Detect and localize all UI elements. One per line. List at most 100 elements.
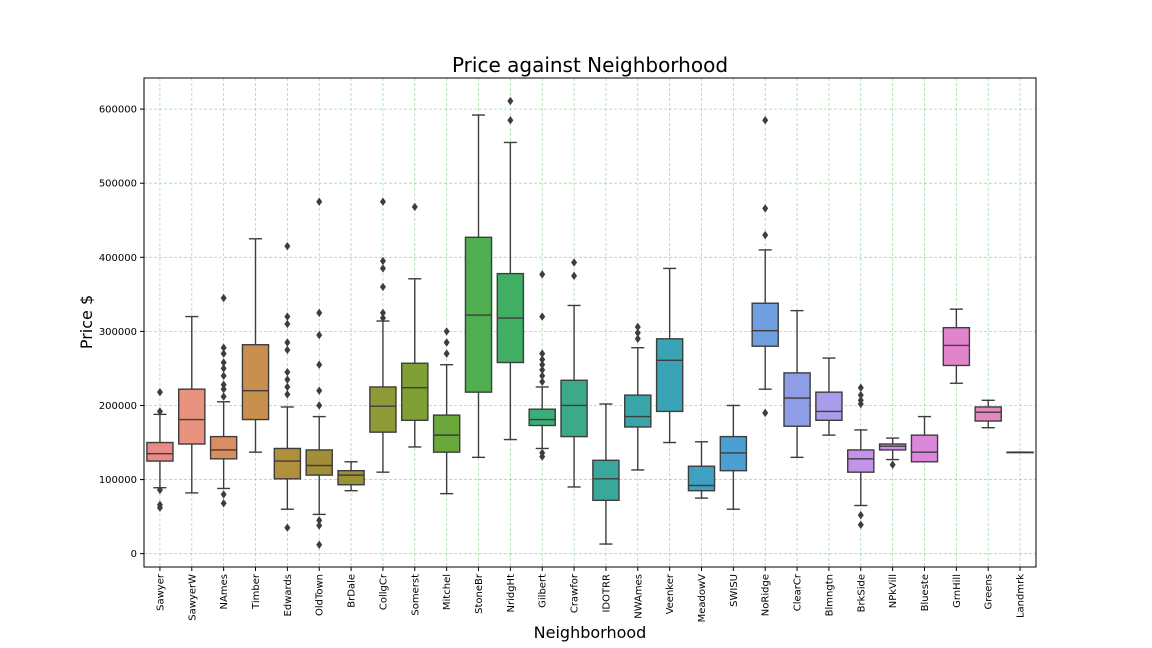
box-Mitchel [432,327,461,495]
x-tick-label: BrDale [347,574,358,608]
y-axis-label: Price $ [77,295,96,349]
outlier-point [539,270,546,279]
outlier-point [379,313,386,323]
boxes-layer [146,96,1034,549]
x-tick-label: SawyerW [187,574,198,621]
outlier-point [857,383,864,392]
y-tick-label: 200000 [99,401,137,412]
outlier-point [539,355,546,364]
box-Timber [241,238,270,453]
box-NWAmes [624,322,652,471]
box-BrDale [337,461,365,492]
x-tick-label: Crawfor [570,573,581,613]
box-iqr [560,379,588,438]
box-iqr [624,394,652,428]
box-iqr [942,326,971,367]
outlier-point [857,520,864,529]
y-tick-label: 300000 [99,327,137,338]
box-iqr [209,435,238,460]
box-iqr [815,391,843,421]
outlier-point [539,365,546,375]
x-tick-label: Mitchel [442,574,453,610]
box-iqr [878,443,907,451]
box-iqr [401,362,429,421]
box-Blueste [910,415,939,463]
box-iqr [719,435,748,472]
outlier-point [634,334,641,343]
outlier-point [316,386,323,395]
box-iqr [751,302,779,347]
outlier-point [284,312,291,321]
outlier-point [634,322,641,332]
outlier-point [571,271,578,281]
outlier-point [443,349,450,358]
outlier-point [220,380,227,389]
outlier-point [220,384,227,394]
outlier-point [156,503,163,512]
plot-frame [143,77,1037,568]
box-iqr [369,386,397,433]
outlier-point [316,521,323,530]
x-tick-label: NAmes [219,574,230,609]
outlier-point [379,256,386,266]
outlier-point [379,197,386,206]
outlier-point [220,358,227,367]
outlier-point [507,116,514,125]
x-tick-label: NWAmes [633,574,644,619]
outlier-point [316,360,323,369]
x-tick-label: NPkVill [888,574,899,608]
outlier-point [284,367,291,377]
x-tick-label: Landmrk [1016,574,1027,618]
outlier-point [539,377,546,386]
box-iqr [592,459,620,502]
outlier-point [316,540,323,549]
box-SWISU [719,404,748,510]
box-Gilbert [528,270,556,461]
outlier-point [762,116,769,125]
outlier-point [379,282,386,292]
x-tick-label: BrkSide [856,574,867,612]
box-GrnHill [942,308,971,384]
outlier-point [284,375,291,384]
box-iqr [783,372,811,427]
box-Somerst [401,202,429,448]
outlier-point [156,485,163,495]
outlier-point [539,349,546,358]
grid-layer [144,78,1036,567]
outlier-point [316,330,323,340]
y-tick-label: 500000 [99,179,137,190]
outlier-point [379,308,386,318]
box-Landmrk [1006,451,1034,454]
x-axis-label: Neighborhood [534,623,647,642]
box-IDOTRR [592,403,620,545]
box-SawyerW [178,315,206,494]
x-tick-label: NridgHt [506,574,517,613]
outlier-point [443,327,450,336]
box-iqr [847,449,875,473]
box-iqr [687,465,716,492]
outlier-point [220,349,227,358]
box-Edwards [273,241,302,532]
outlier-point [762,204,769,213]
box-iqr [337,469,365,486]
box-iqr [146,441,174,462]
x-tick-label: CollgCr [378,573,389,610]
outlier-point [220,392,227,401]
outlier-point [507,96,514,106]
box-NridgHt [496,96,525,441]
outlier-point [284,382,291,392]
outlier-point [156,387,163,397]
outlier-point [857,510,864,520]
box-MeadowV [687,441,716,499]
box-iqr [910,434,939,463]
box-Crawfor [560,258,588,488]
outlier-point [220,364,227,373]
outlier-point [284,523,291,532]
outlier-point [284,390,291,399]
x-tick-label: Timber [251,573,262,610]
box-StoneBr [464,114,493,459]
outlier-point [220,343,227,352]
y-tick-label: 400000 [99,253,137,264]
box-Veenker [655,267,684,444]
